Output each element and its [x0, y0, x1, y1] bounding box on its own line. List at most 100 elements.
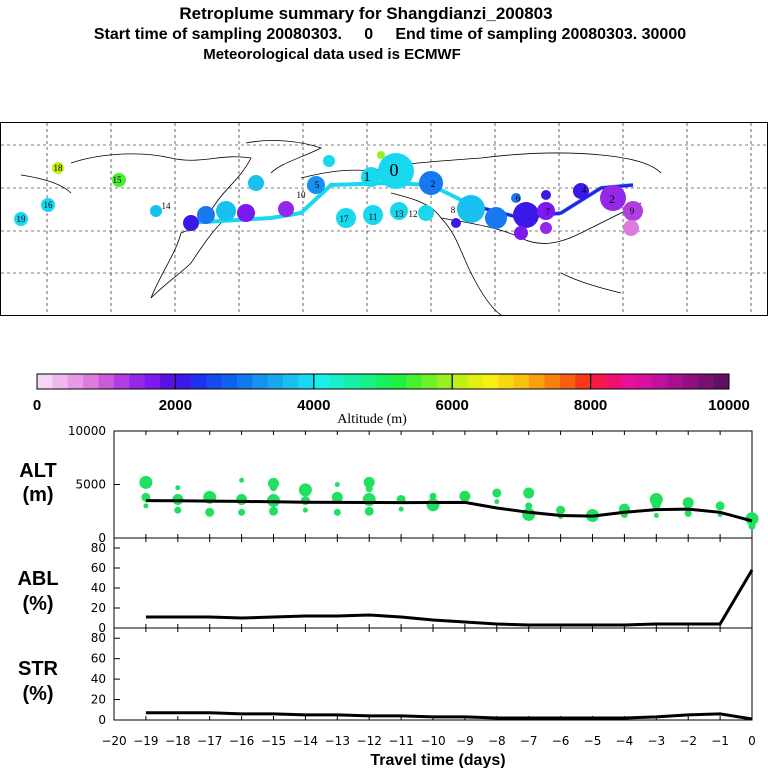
colorbar-swatch [544, 374, 561, 389]
x-tick-label: −7 [520, 734, 538, 748]
alt-cluster-point [556, 505, 566, 515]
str-series-line [145, 711, 753, 721]
x-tick-label: −11 [388, 734, 413, 748]
world-map-svg: 0 1 2 2 4 5 6 7 8 9 10 11 12 13 14 15 16… [1, 123, 767, 315]
svg-text:18: 18 [54, 163, 64, 173]
alt-cluster-point [748, 522, 756, 530]
colorbar-swatch [621, 374, 638, 389]
y-tick-label: 0 [98, 531, 106, 545]
alt-cluster-point [494, 499, 500, 505]
colorbar-swatch [83, 374, 100, 389]
y-tick-label: 40 [91, 672, 106, 686]
y-tick-label: 60 [91, 561, 106, 575]
colorbar-swatch [698, 374, 715, 389]
colorbar-swatch [467, 374, 484, 389]
alt-label: ALT [19, 460, 56, 482]
colorbar-swatch [206, 374, 223, 389]
x-tick-label: −18 [165, 734, 190, 748]
svg-text:2: 2 [431, 179, 436, 189]
y-tick-label: 0 [98, 621, 106, 635]
y-tick-label: 60 [91, 652, 106, 666]
svg-text:6: 6 [516, 193, 521, 203]
x-tick-label: −17 [197, 734, 222, 748]
alt-cluster-point [522, 507, 536, 521]
colorbar-swatch [559, 374, 576, 389]
alt-cluster-point [143, 503, 149, 509]
coastlines [20, 140, 662, 315]
alt-cluster-point [333, 508, 341, 516]
colorbar-swatch [113, 374, 130, 389]
colorbar-swatch [682, 374, 699, 389]
sampling-time: Start time of sampling 20080303. 0 End t… [93, 26, 687, 43]
svg-text:2: 2 [609, 192, 615, 206]
alt-cluster-point [269, 506, 278, 516]
svg-text:15: 15 [113, 175, 123, 185]
retroplume-map: 0 1 2 2 4 5 6 7 8 9 10 11 12 13 14 15 16… [0, 122, 768, 316]
x-tick-label: −14 [293, 734, 318, 748]
y-tick-label: 20 [91, 693, 106, 707]
map-grid [1, 123, 767, 315]
colorbar-swatch [529, 374, 545, 389]
colorbar-label: Altitude (m) [337, 412, 407, 427]
colorbar-swatch [267, 374, 284, 389]
alt-cluster-point [653, 513, 659, 519]
x-axis-label: Travel time (days) [370, 752, 505, 768]
colorbar-swatch [359, 374, 376, 389]
alt-cluster-point [364, 506, 374, 516]
svg-text:9: 9 [630, 206, 635, 216]
colorbar-swatch [67, 374, 84, 389]
svg-text:13: 13 [395, 209, 405, 219]
colorbar-swatch [221, 374, 238, 389]
colorbar-swatch [344, 374, 361, 389]
abl-label: ABL [17, 568, 58, 590]
x-tick-label: −6 [552, 734, 570, 748]
colorbar-tick-label: 8000 [574, 397, 607, 414]
svg-text:10: 10 [297, 190, 307, 200]
alt-cluster-point [362, 492, 376, 506]
str-frame [113, 627, 753, 721]
colorbar-swatch [160, 374, 176, 389]
colorbar-tick-label: 6000 [436, 397, 469, 414]
colorbar-swatch [37, 374, 53, 389]
colorbar-swatch [98, 374, 115, 389]
alt-cluster-point [334, 482, 340, 487]
colorbar-swatch [406, 374, 422, 389]
x-tick-label: −10 [420, 734, 445, 748]
y-tick-label: 20 [91, 601, 106, 615]
str-label: STR [18, 658, 59, 680]
alt-cluster-point [745, 512, 759, 526]
colorbar-swatch [52, 374, 69, 389]
alt-cluster-point [684, 509, 692, 517]
alt-frame [113, 430, 753, 539]
x-tick-label: −12 [357, 734, 382, 748]
y-tick-label: 0 [98, 713, 106, 727]
alt-series-line [145, 499, 753, 523]
svg-text:17: 17 [340, 214, 350, 224]
x-tick-label: −5 [584, 734, 602, 748]
colorbar-swatch [129, 374, 146, 389]
alt-cluster-point [236, 493, 248, 505]
alt-cluster-point [239, 477, 245, 483]
cluster-labels: 0 1 2 2 4 5 6 7 8 9 10 11 12 13 14 15 16… [17, 160, 635, 224]
colorbar-tick-label: 0 [33, 397, 41, 414]
y-tick-label: 10000 [68, 424, 106, 438]
x-tick-label: −15 [261, 734, 286, 748]
colorbar-swatch [667, 374, 684, 389]
colorbar-swatch [421, 374, 438, 389]
alt-cluster-point [139, 475, 153, 489]
colorbar-swatch [513, 374, 530, 389]
x-tick-label: −16 [229, 734, 254, 748]
colorbar-swatch [329, 374, 346, 389]
colorbar-swatch [313, 374, 330, 389]
alt-cluster-point [174, 506, 182, 514]
colorbar-swatch [144, 374, 161, 389]
plume-clusters [14, 151, 643, 240]
svg-text:0: 0 [390, 160, 399, 180]
y-tick-label: 5000 [75, 478, 106, 492]
x-tick-label: 0 [748, 734, 756, 748]
alt-cluster-point [175, 485, 181, 491]
colorbar-swatch [575, 374, 592, 389]
chart-title: Retroplume summary for Shangdianzi_20080… [179, 4, 553, 23]
colorbar-swatch [590, 374, 607, 389]
colorbar-tick-label: 4000 [297, 397, 330, 414]
